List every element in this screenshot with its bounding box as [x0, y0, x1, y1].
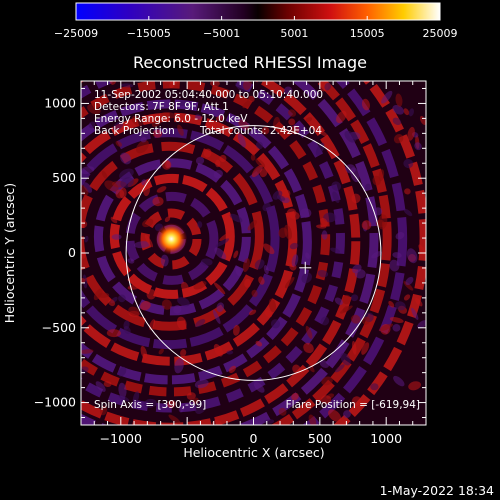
y-tick-label: −1000	[34, 395, 76, 410]
x-tick-label: 0	[250, 431, 258, 446]
x-tick-label: 1000	[370, 431, 402, 446]
y-tick-label: 500	[52, 170, 76, 185]
annotations: 11-Sep-2002 05:04:40.000 to 05:10:40.000…	[94, 89, 420, 411]
tick-labels: −1000 −500 0 500 1000 −1000 −500 0 500 1000	[34, 95, 402, 446]
colorbar-ticks: −25009 −15005 −5001 5001 15005 25009	[54, 16, 458, 40]
colorbar-tick-label: −5001	[203, 27, 240, 40]
colorbar	[75, 2, 441, 21]
annotation-time-range: 11-Sep-2002 05:04:40.000 to 05:10:40.000	[94, 89, 323, 101]
colorbar-tick-label: 5001	[280, 27, 308, 40]
footer-timestamp: 1-May-2022 18:34	[380, 483, 494, 498]
image-area	[81, 81, 426, 425]
colorbar-tick-label: −15005	[127, 27, 171, 40]
x-tick-label: 500	[308, 431, 332, 446]
annotation-detectors: Detectors: 7F 8F 9F, Att 1	[94, 101, 229, 113]
annotation-energy: Energy Range: 6.0 - 12.0 keV	[94, 113, 248, 125]
colorbar-tick-label: 25009	[423, 27, 458, 40]
annotation-method: Back Projection	[94, 125, 175, 137]
colorbar-tick-label: 15005	[350, 27, 385, 40]
y-tick-label: 0	[68, 245, 76, 260]
spin-axis-marker	[299, 261, 312, 274]
chart-title: Reconstructed RHESSI Image	[133, 53, 367, 72]
x-tick-label: −1000	[100, 431, 142, 446]
solar-limb	[125, 125, 382, 381]
x-tick-label: −500	[170, 431, 204, 446]
annotation-flare-position: Flare Position = [-619,94]	[286, 399, 420, 411]
y-tick-label: 1000	[44, 95, 76, 110]
flare-source	[155, 222, 188, 255]
annotation-counts: Total counts: 2.42E+04	[199, 125, 322, 137]
annotation-spin-axis: Spin Axis = [390,-99]	[94, 399, 206, 411]
y-axis-label: Heliocentric Y (arcsec)	[2, 183, 17, 323]
colorbar-tick-label: −25009	[54, 27, 98, 40]
axes	[81, 81, 426, 425]
x-axis-label: Heliocentric X (arcsec)	[183, 445, 324, 460]
y-tick-label: −500	[42, 320, 76, 335]
